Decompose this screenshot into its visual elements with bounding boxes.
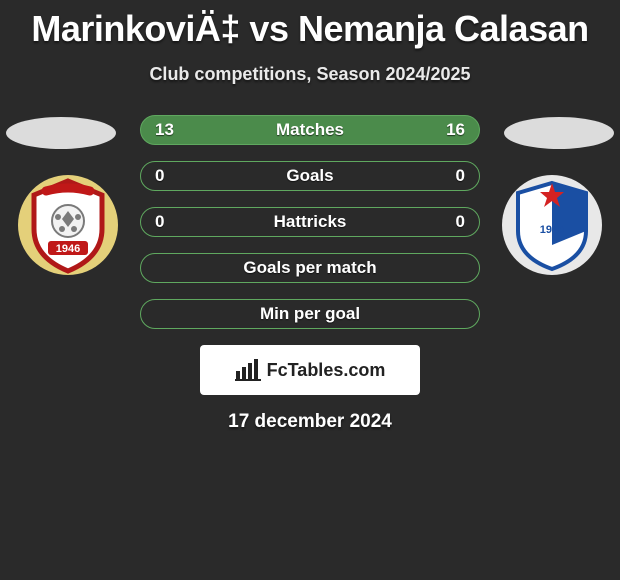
subtitle: Club competitions, Season 2024/2025 xyxy=(0,64,620,85)
svg-text:1945: 1945 xyxy=(540,224,564,236)
comparison-panel: 1946 1945 13 Matches 16 0 Goals 0 0 Hattricks 0 G… xyxy=(0,115,620,433)
crest-right-svg: 1945 xyxy=(502,175,602,275)
stat-left-value: 13 xyxy=(155,120,174,140)
bar-chart-icon xyxy=(235,359,261,381)
crest-left-svg: 1946 xyxy=(18,175,118,275)
stat-right-value: 0 xyxy=(456,166,465,186)
svg-text:1946: 1946 xyxy=(56,243,80,255)
right-team-crest: 1945 xyxy=(502,175,602,275)
stat-left-value: 0 xyxy=(155,212,164,232)
stat-row: Min per goal xyxy=(140,299,480,329)
stat-left-value: 0 xyxy=(155,166,164,186)
stat-rows: 13 Matches 16 0 Goals 0 0 Hattricks 0 Goals per m… xyxy=(140,115,480,329)
stat-right-value: 16 xyxy=(446,120,465,140)
stat-label: Min per goal xyxy=(260,304,360,324)
stat-row: 0 Goals 0 xyxy=(140,161,480,191)
stat-label: Goals xyxy=(286,166,333,186)
stat-right-value: 0 xyxy=(456,212,465,232)
left-platform-oval xyxy=(6,117,116,149)
date-label: 17 december 2024 xyxy=(0,411,620,433)
stat-label: Matches xyxy=(276,120,344,140)
page-title: MarinkoviÄ‡ vs Nemanja Calasan xyxy=(0,0,620,50)
stat-label: Goals per match xyxy=(243,258,376,278)
left-team-crest: 1946 xyxy=(18,175,118,275)
right-platform-oval xyxy=(504,117,614,149)
source-badge: FcTables.com xyxy=(200,345,420,395)
stat-label: Hattricks xyxy=(274,212,347,232)
stat-row: Goals per match xyxy=(140,253,480,283)
stat-row: 13 Matches 16 xyxy=(140,115,480,145)
source-label: FcTables.com xyxy=(267,360,386,381)
stat-row: 0 Hattricks 0 xyxy=(140,207,480,237)
